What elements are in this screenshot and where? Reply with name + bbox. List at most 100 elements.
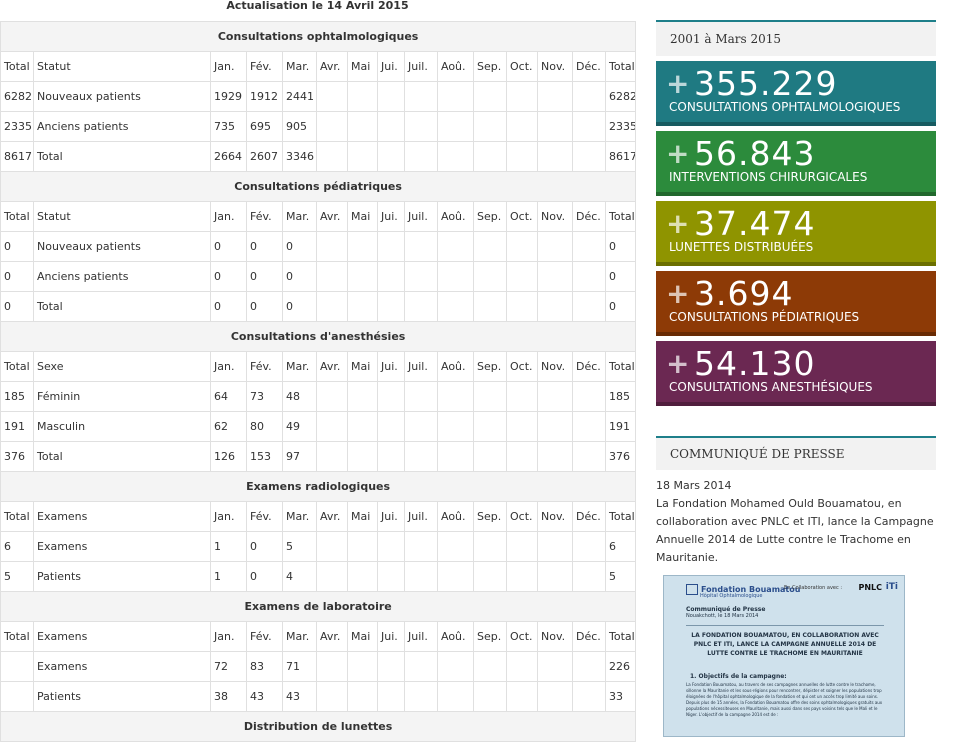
header-month: Oct. (506, 501, 538, 532)
column-header-row: Total Statut Jan. Fév. Mar. Avr. Mai Jui. Juil. A… (0, 201, 637, 232)
month-value (404, 141, 438, 172)
section-title-row: Consultations ophtalmologiques (0, 21, 637, 52)
header-month: Sep. (473, 201, 507, 232)
month-value (506, 111, 538, 142)
row-total-end: 226 (604, 651, 637, 682)
plus-icon: + (666, 207, 690, 240)
header-month: Sep. (473, 351, 507, 382)
header-month: Sep. (473, 621, 507, 652)
header-month: Jan. (210, 201, 247, 232)
month-value: 80 (246, 411, 283, 442)
row-total-end: 0 (604, 261, 637, 292)
month-value (506, 651, 538, 682)
row-total-end: 8617 (604, 141, 637, 172)
month-value (437, 561, 474, 592)
row-total-end: 0 (604, 291, 637, 322)
month-value (537, 261, 573, 292)
press-date: 18 Mars 2014 (656, 479, 732, 492)
month-value (537, 81, 573, 112)
section-title-row: Examens de laboratoire (0, 591, 637, 622)
month-value: 735 (210, 111, 247, 142)
month-value (377, 291, 405, 322)
month-value: 5 (282, 531, 317, 562)
table-row: 6282 Nouveaux patients 1929 1912 2441 6282 (0, 81, 637, 112)
update-title: Actualisation le 14 Avril 2015 (226, 0, 409, 12)
header-month: Oct. (506, 51, 538, 82)
month-value (404, 381, 438, 412)
header-total-end: Total (604, 351, 637, 382)
row-total: 2335 (0, 111, 34, 142)
header-month: Juil. (404, 201, 438, 232)
row-total: 376 (0, 441, 34, 472)
header-month: Aoû. (437, 501, 474, 532)
section-title: Examens radiologiques (0, 471, 637, 502)
month-value: 48 (282, 381, 317, 412)
stat-number: 54.130 (694, 344, 816, 383)
month-value (404, 291, 438, 322)
doc-headline: LA FONDATION BOUAMATOU, EN COLLABORATION… (691, 632, 879, 657)
month-value (377, 531, 405, 562)
month-value (572, 411, 606, 442)
section-title-row: Consultations pédiatriques (0, 171, 637, 202)
header-month: Jui. (377, 51, 405, 82)
month-value: 1929 (210, 81, 247, 112)
month-value: 0 (246, 261, 283, 292)
month-value (377, 681, 405, 712)
month-value (377, 381, 405, 412)
month-value: 0 (246, 561, 283, 592)
header-label: Examens (33, 501, 211, 532)
header-label: Examens (33, 621, 211, 652)
month-value (572, 81, 606, 112)
column-header-row: Total Sexe Jan. Fév. Mar. Avr. Mai Jui. Juil. Aoû… (0, 351, 637, 382)
month-value (572, 291, 606, 322)
month-value (473, 531, 507, 562)
month-value (347, 561, 378, 592)
row-label: Examens (33, 651, 211, 682)
header-month: Fév. (246, 621, 283, 652)
month-value (377, 261, 405, 292)
month-value (377, 231, 405, 262)
month-value (572, 561, 606, 592)
month-value: 1 (210, 561, 247, 592)
month-value (537, 561, 573, 592)
month-value: 72 (210, 651, 247, 682)
header-month: Déc. (572, 501, 606, 532)
column-header-row: Total Examens Jan. Fév. Mar. Avr. Mai Jui. Juil.… (0, 621, 637, 652)
month-value (506, 531, 538, 562)
month-value (572, 651, 606, 682)
row-total-end: 2335 (604, 111, 637, 142)
header-month: Nov. (537, 351, 573, 382)
month-value (347, 651, 378, 682)
month-value (572, 231, 606, 262)
header-month: Avr. (316, 621, 348, 652)
month-value (437, 291, 474, 322)
month-value: 153 (246, 441, 283, 472)
month-value (347, 531, 378, 562)
stat-number: 3.694 (694, 274, 794, 313)
header-month: Avr. (316, 51, 348, 82)
section-title-row: Consultations d'anesthésies (0, 321, 637, 352)
month-value: 0 (246, 531, 283, 562)
press-release-image[interactable]: Fondation Bouamatou Hôpital Ophtalmologi… (663, 575, 905, 737)
doc-objectives: 1. Objectifs de la campagne: (690, 673, 787, 680)
header-month: Aoû. (437, 351, 474, 382)
header-month: Jui. (377, 621, 405, 652)
month-value (377, 561, 405, 592)
row-total: 6282 (0, 81, 34, 112)
table-row: 6 Examens 1 0 5 6 (0, 531, 637, 562)
stat-box: +355.229 Consultations ophtalmologiques (656, 61, 936, 126)
month-value (316, 291, 348, 322)
table-row: 0 Total 0 0 0 0 (0, 291, 637, 322)
section-title: Examens de laboratoire (0, 591, 637, 622)
header-total-end: Total (604, 51, 637, 82)
header-month: Oct. (506, 621, 538, 652)
header-month: Mar. (282, 201, 317, 232)
month-value (506, 261, 538, 292)
month-value (473, 81, 507, 112)
doc-place: Nouakchott, le 18 Mars 2014 (686, 613, 759, 619)
month-value: 0 (210, 261, 247, 292)
row-total: 0 (0, 291, 34, 322)
header-month: Jui. (377, 501, 405, 532)
month-value: 97 (282, 441, 317, 472)
press-summary: La Fondation Mohamed Ould Bouamatou, en … (656, 497, 934, 564)
